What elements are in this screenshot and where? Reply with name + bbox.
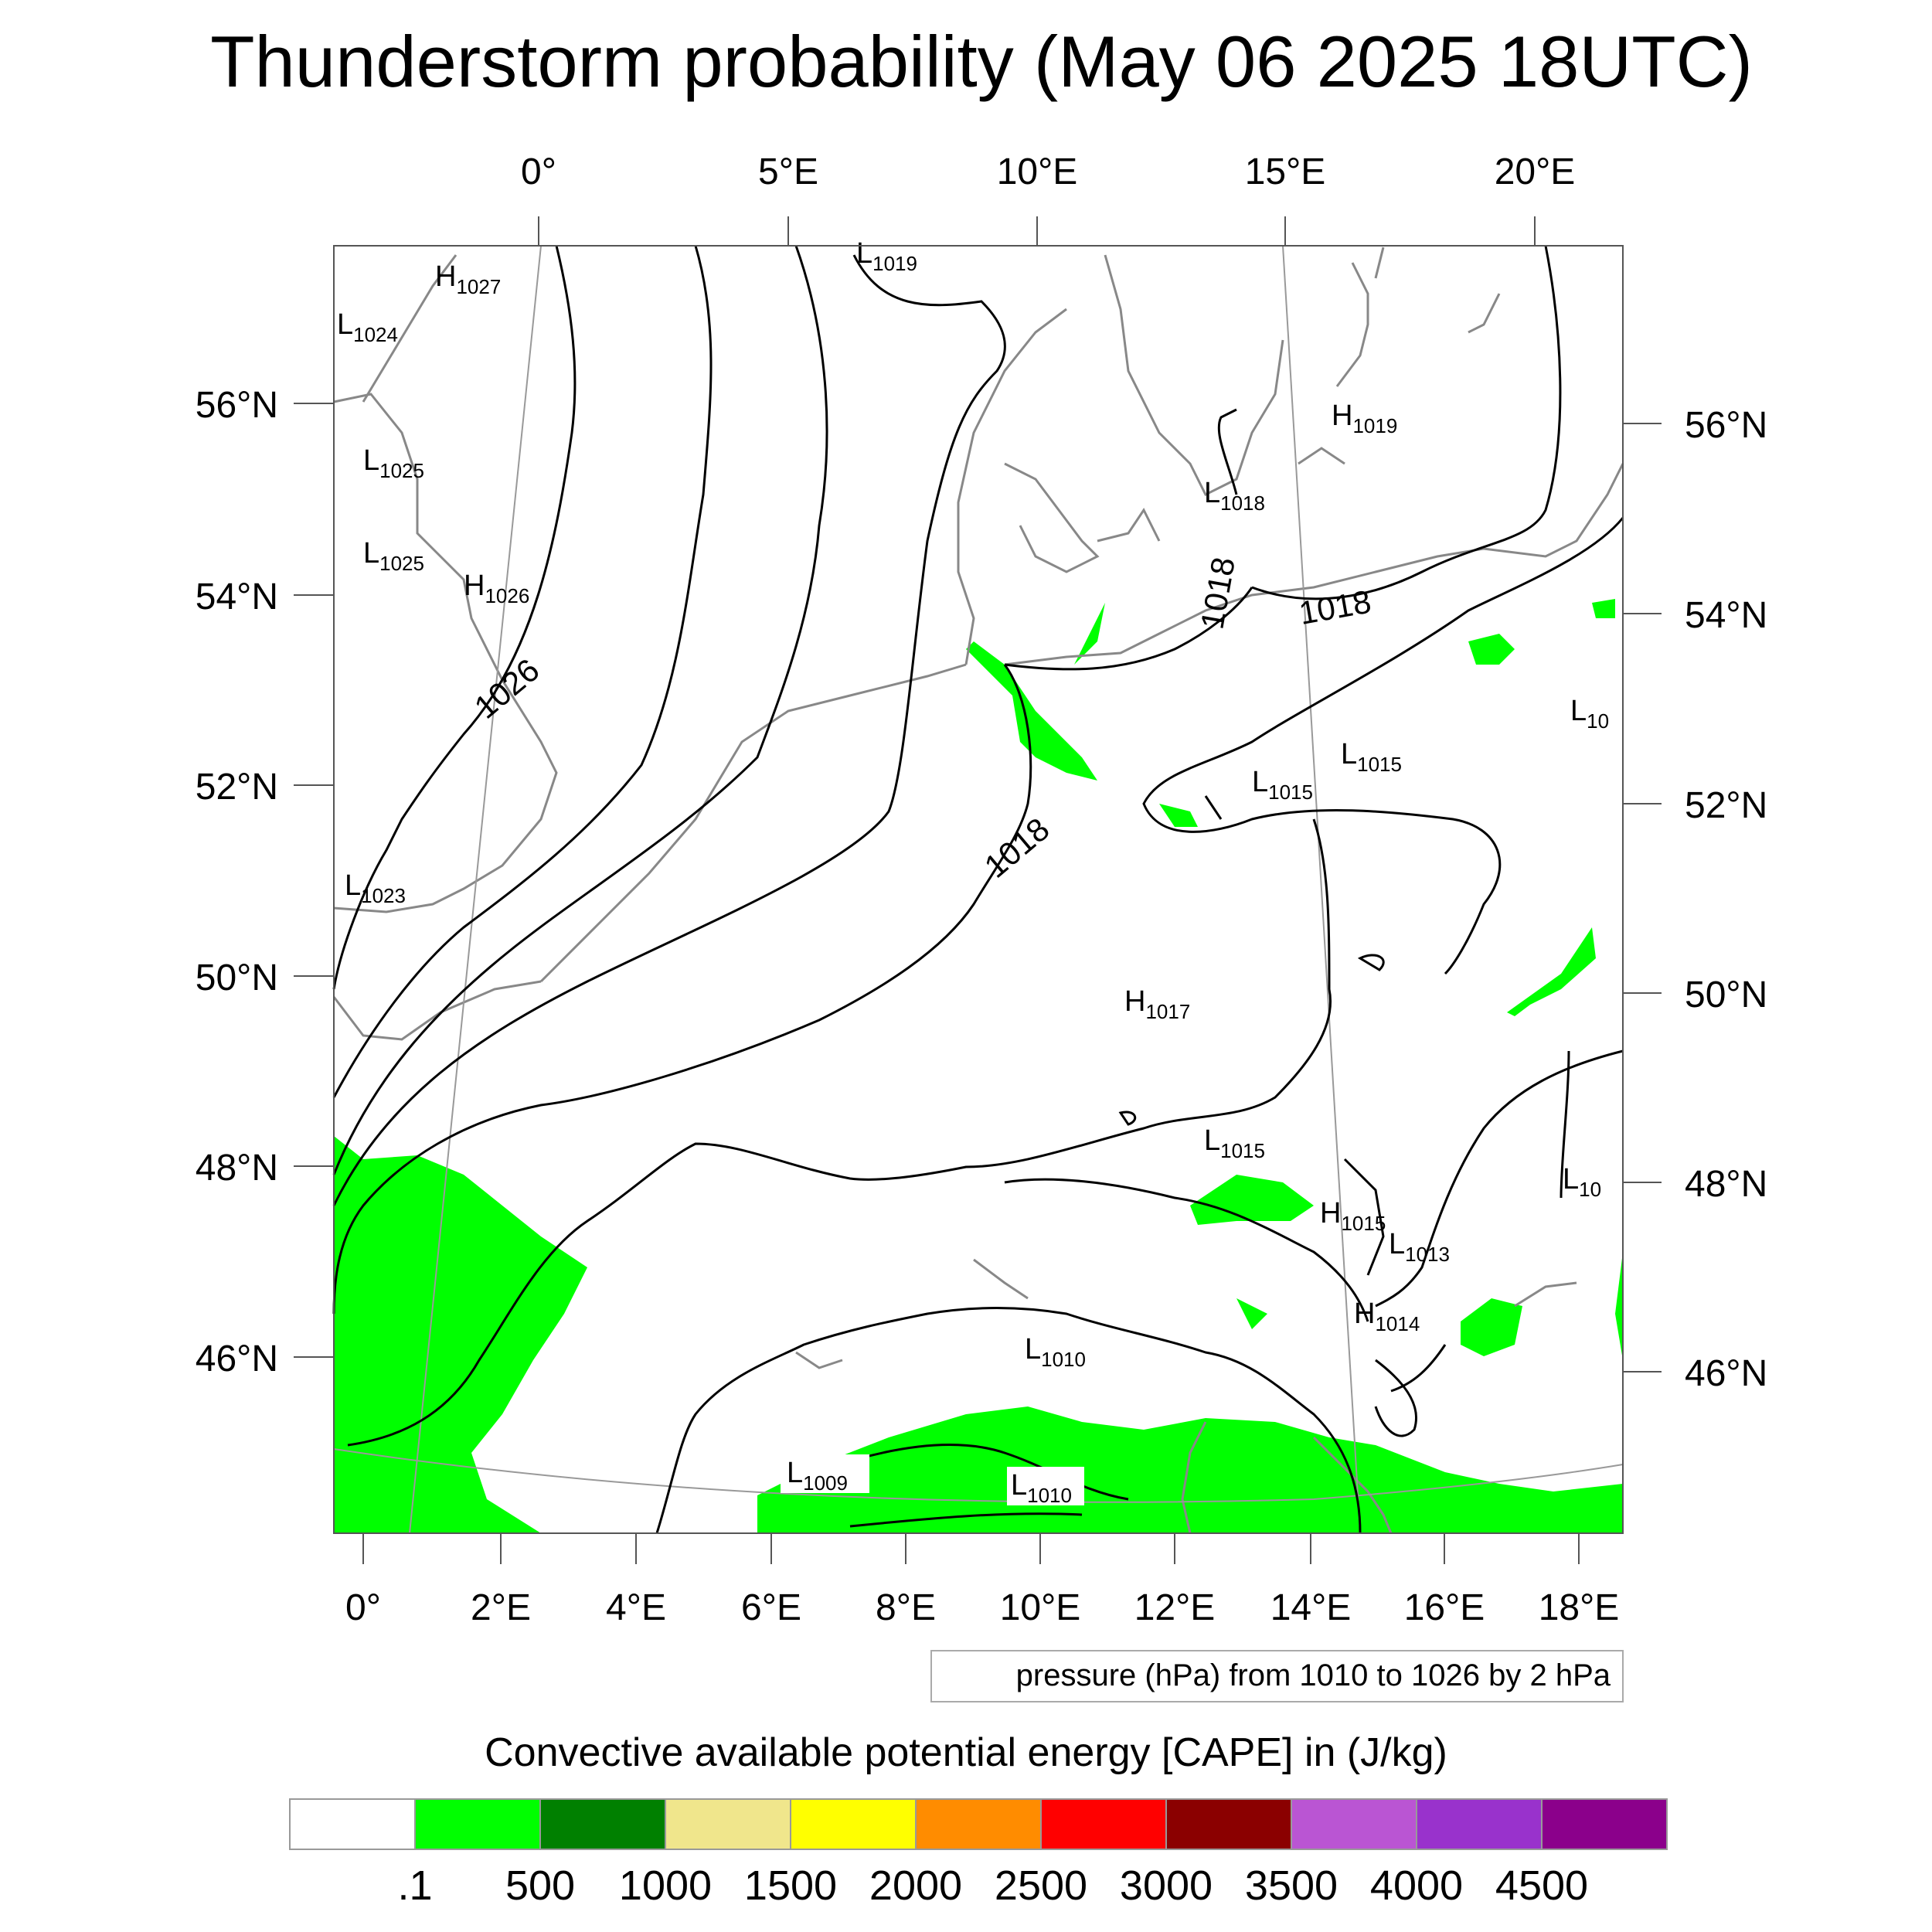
- pressure-center-label: H1015: [1320, 1197, 1386, 1235]
- pressure-center-label: H1027: [435, 260, 501, 298]
- colorbar-box: [539, 1798, 666, 1850]
- bottom-axis-label: 4°E: [606, 1587, 666, 1628]
- bottom-axis-label: 10°E: [1000, 1587, 1081, 1628]
- right-axis-label: 54°N: [1685, 595, 1767, 636]
- left-axis-label: 56°N: [196, 385, 278, 426]
- bottom-axis-label: 0°: [345, 1587, 381, 1628]
- bottom-axis-label: 16°E: [1404, 1587, 1485, 1628]
- label-backing: [781, 1454, 869, 1493]
- colorbar-box: [1040, 1798, 1167, 1850]
- top-axis-label: 5°E: [758, 151, 818, 192]
- pressure-center-label: L1010: [1011, 1469, 1072, 1507]
- colorbar-label: 4000: [1370, 1862, 1463, 1909]
- left-axis-label: 52°N: [196, 767, 278, 808]
- pressure-center-label: L10: [1570, 695, 1609, 733]
- bottom-axis-label: 12°E: [1134, 1587, 1216, 1628]
- top-axis-label: 20°E: [1495, 151, 1576, 192]
- pressure-center-label: L1024: [337, 308, 398, 346]
- left-axis-label: 54°N: [196, 577, 278, 617]
- colorbar-label: 3000: [1120, 1862, 1213, 1909]
- colorbar-box: [289, 1798, 416, 1850]
- bottom-axis-label: 18°E: [1539, 1587, 1620, 1628]
- colorbar-label: 2500: [995, 1862, 1087, 1909]
- colorbar-box: [1165, 1798, 1292, 1850]
- left-axis-label: 46°N: [196, 1338, 278, 1379]
- colorbar-label: 3500: [1245, 1862, 1338, 1909]
- pressure-center-label: L1019: [856, 237, 917, 275]
- colorbar: [289, 1798, 1668, 1850]
- right-axis-label: 48°N: [1685, 1164, 1767, 1205]
- pressure-center-label: L1015: [1204, 1124, 1265, 1162]
- pressure-center-label: L1015: [1252, 766, 1313, 804]
- top-axis-label: 15°E: [1245, 151, 1326, 192]
- pressure-center-label: L1015: [1341, 738, 1402, 776]
- left-axis: [294, 403, 334, 1358]
- isobars: [332, 245, 1624, 1534]
- legend-title: Convective available potential energy [C…: [485, 1730, 1447, 1775]
- bottom-axis-label: 8°E: [876, 1587, 936, 1628]
- pressure-center-label: L10: [1563, 1163, 1601, 1201]
- map-frame-outline: [333, 245, 1624, 1534]
- bottom-axis: [362, 1533, 1580, 1564]
- pressure-note-box: pressure (hPa) from 1010 to 1026 by 2 hP…: [930, 1650, 1624, 1702]
- figure-title: Thunderstorm probability (May 06 2025 18…: [210, 21, 1753, 102]
- left-axis-labels: 56°N 54°N 52°N 50°N 48°N 46°N: [196, 385, 278, 1379]
- label-backing: [1007, 1467, 1084, 1505]
- colorbar-box: [1416, 1798, 1543, 1850]
- top-axis: [538, 216, 1536, 246]
- right-axis-label: 46°N: [1685, 1353, 1767, 1394]
- top-axis-label: 0°: [521, 151, 556, 192]
- pressure-center-label: H1014: [1354, 1298, 1420, 1335]
- colorbar-label: 500: [505, 1862, 575, 1909]
- cape-shading: [334, 599, 1623, 1533]
- bottom-axis-labels: 0° 2°E 4°E 6°E 8°E 10°E 12°E 14°E 16°E 1…: [345, 1587, 1619, 1628]
- pressure-center-label: L1009: [787, 1457, 848, 1495]
- colorbar-label: 1500: [744, 1862, 837, 1909]
- pressure-center-label: L1025: [363, 444, 424, 482]
- coastlines: [332, 247, 1624, 1534]
- colorbar-box: [915, 1798, 1042, 1850]
- right-axis-label: 52°N: [1685, 785, 1767, 826]
- pressure-center-label: L1018: [1204, 477, 1265, 515]
- colorbar-box: [1291, 1798, 1417, 1850]
- left-axis-label: 50°N: [196, 957, 278, 998]
- right-axis: [1623, 423, 1662, 1372]
- colorbar-label: 2000: [869, 1862, 962, 1909]
- colorbar-label: .1: [397, 1862, 432, 1909]
- bottom-axis-label: 2°E: [471, 1587, 531, 1628]
- right-axis-labels: 56°N 54°N 52°N 50°N 48°N 46°N: [1685, 405, 1767, 1394]
- colorbar-box: [665, 1798, 791, 1850]
- pressure-center-label: H1026: [464, 570, 529, 607]
- colorbar-box: [790, 1798, 917, 1850]
- pressure-center-label: L1013: [1389, 1228, 1450, 1266]
- pressure-note: pressure (hPa) from 1010 to 1026 by 2 hP…: [1016, 1658, 1611, 1692]
- bottom-axis-label: 14°E: [1270, 1587, 1352, 1628]
- colorbar-box: [1541, 1798, 1668, 1850]
- pressure-center-label: H1019: [1332, 400, 1397, 437]
- pressure-center-label: L1025: [363, 537, 424, 575]
- pressure-centers: H1027 L1024 L1025 L1025 H1026 L1023 L101…: [337, 237, 1609, 1507]
- colorbar-label: 1000: [619, 1862, 712, 1909]
- right-axis-label: 56°N: [1685, 405, 1767, 446]
- colorbar-box: [414, 1798, 541, 1850]
- map-panel: 1026 1018 1018 1018 H1027 L1024 L1025 L1…: [332, 237, 1624, 1534]
- pressure-center-label: L1010: [1025, 1333, 1086, 1371]
- top-axis-labels: 0° 5°E 10°E 15°E 20°E: [521, 151, 1575, 192]
- pressure-center-label: H1017: [1124, 985, 1190, 1023]
- graticule: [333, 245, 1624, 1534]
- top-axis-label: 10°E: [997, 151, 1078, 192]
- bottom-axis-label: 6°E: [741, 1587, 801, 1628]
- left-axis-label: 48°N: [196, 1148, 278, 1189]
- pressure-center-label: L1023: [345, 869, 406, 907]
- right-axis-label: 50°N: [1685, 975, 1767, 1015]
- colorbar-label: 4500: [1495, 1862, 1588, 1909]
- colorbar-labels: .1 500 1000 1500 2000 2500 3000 3500 400…: [397, 1862, 1588, 1909]
